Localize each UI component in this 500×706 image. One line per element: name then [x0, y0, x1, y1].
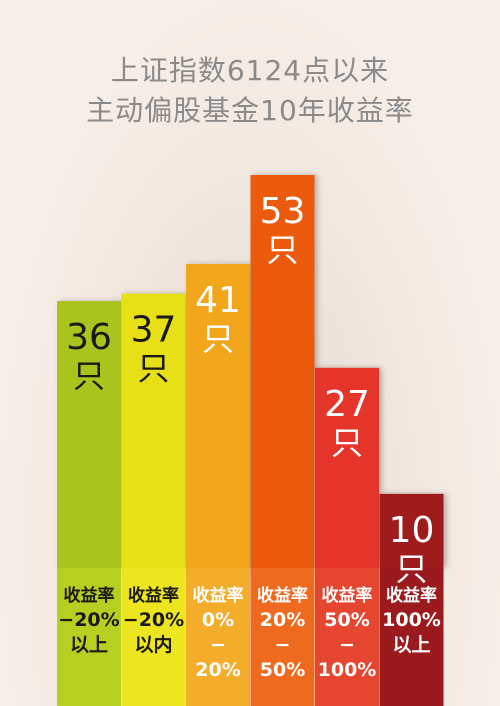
value-label-1: 36 [66, 317, 112, 358]
category-label-1-line-3: 以上 [70, 634, 108, 656]
chart-title-line-1: 上证指数6124点以来 [110, 54, 390, 87]
category-label-2-line-1: 收益率 [128, 585, 179, 606]
value-label-5: 27 [324, 384, 370, 425]
category-label-6-line-1: 收益率 [386, 585, 437, 606]
category-label-6-line-3: 以上 [392, 634, 430, 656]
bar-5 [315, 367, 379, 568]
category-label-4-line-2: 20% [260, 609, 305, 631]
bar-3 [186, 263, 250, 568]
bar-4 [250, 175, 315, 568]
category-label-bg-6 [379, 568, 444, 706]
category-label-bg-5 [315, 568, 379, 706]
category-label-3-line-2: 0% [202, 609, 234, 631]
category-label-4-line-1: 收益率 [257, 585, 308, 606]
bar-2 [121, 293, 186, 568]
category-label-1-line-2: −20% [58, 609, 119, 631]
category-label-3-line-1: 收益率 [193, 585, 244, 606]
unit-label-4: 只 [266, 231, 298, 269]
value-label-6: 10 [389, 510, 435, 551]
bar-6 [379, 493, 444, 568]
category-label-bg-2 [121, 568, 186, 706]
category-label-2-line-3: 以内 [134, 633, 172, 656]
category-label-6-line-2: 100% [382, 609, 441, 631]
category-label-5-line-4: 100% [318, 659, 377, 681]
category-label-4-line-3: − [275, 634, 291, 656]
bar-1 [57, 301, 121, 568]
category-label-bg-1 [57, 568, 121, 706]
category-label-3-line-3: − [210, 634, 226, 656]
category-label-1-line-1: 收益率 [64, 585, 115, 606]
category-label-4-line-4: 50% [260, 659, 305, 681]
category-label-5-line-3: − [339, 634, 355, 656]
category-label-5-line-2: 50% [324, 609, 369, 631]
value-label-4: 53 [260, 191, 306, 232]
unit-label-1: 只 [73, 357, 105, 395]
unit-label-2: 只 [137, 350, 169, 388]
category-label-2-line-2: −20% [123, 609, 184, 631]
category-label-5-line-1: 收益率 [322, 585, 373, 606]
unit-label-3: 只 [202, 320, 234, 358]
category-label-bg-3 [186, 568, 250, 706]
category-label-bg-4 [250, 568, 315, 706]
value-label-3: 41 [195, 280, 241, 321]
value-label-2: 37 [131, 310, 177, 351]
category-label-3-line-4: 20% [195, 659, 240, 681]
chart-title-line-2: 主动偏股基金10年收益率 [86, 94, 414, 127]
unit-label-5: 只 [331, 424, 363, 462]
unit-label-6: 只 [395, 550, 427, 588]
